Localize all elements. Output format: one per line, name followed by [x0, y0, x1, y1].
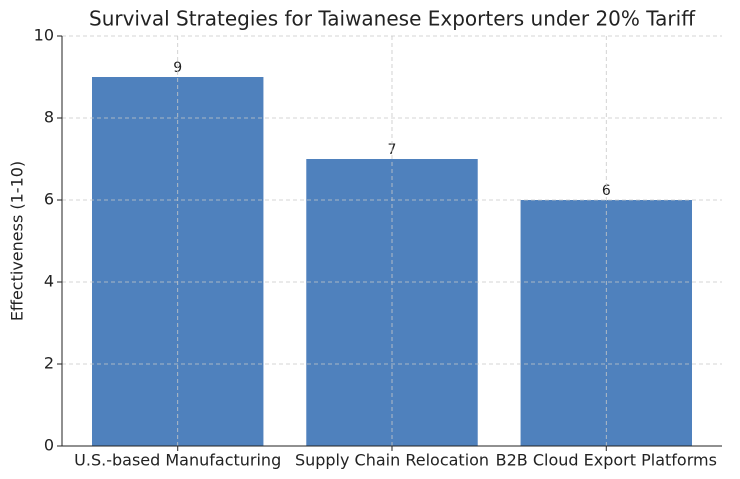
y-axis-label: Effectiveness (1-10)	[8, 161, 27, 321]
y-tick-label: 2	[44, 354, 54, 373]
y-tick-label: 4	[44, 272, 54, 291]
y-tick-label: 8	[44, 108, 54, 127]
x-tick-label: U.S.-based Manufacturing	[74, 451, 281, 470]
chart-title: Survival Strategies for Taiwanese Export…	[89, 7, 696, 31]
y-tick-label: 10	[34, 26, 54, 45]
y-tick-label: 6	[44, 190, 54, 209]
y-tick-label: 0	[44, 436, 54, 455]
x-tick-label: B2B Cloud Export Platforms	[496, 451, 717, 470]
x-tick-label: Supply Chain Relocation	[295, 451, 489, 470]
